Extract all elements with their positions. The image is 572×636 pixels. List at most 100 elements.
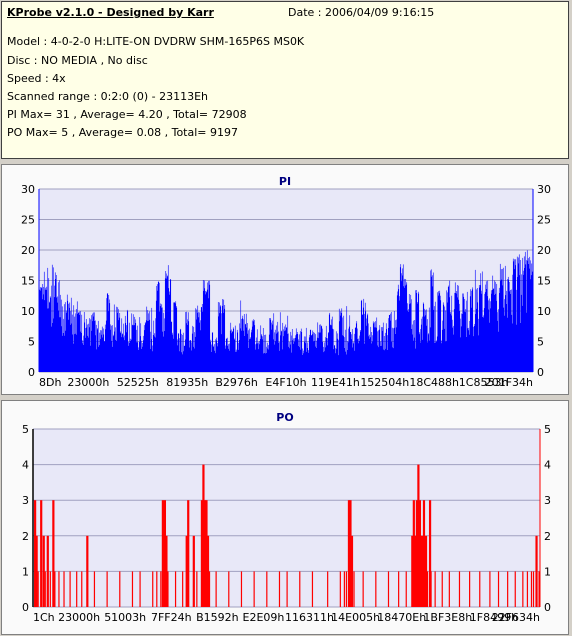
chart-1-ytick-right: 0 bbox=[544, 601, 551, 614]
chart-0-ytick-right: 25 bbox=[537, 214, 551, 227]
po-bar bbox=[422, 500, 426, 607]
po-bar bbox=[418, 500, 422, 607]
chart-0-xtick-label: 119E41h bbox=[311, 376, 360, 389]
po-bar bbox=[535, 535, 538, 607]
chart-0-xtick-label: 152504h bbox=[360, 376, 409, 389]
scan-date: Date : 2006/04/09 9:16:15 bbox=[288, 6, 435, 19]
chart-1-xtick-label: 1F8499h bbox=[470, 611, 518, 624]
po-bar bbox=[526, 571, 529, 607]
po-bar bbox=[202, 464, 205, 607]
chart-1-xtick-label: 7FF24h bbox=[151, 611, 192, 624]
po-bar bbox=[203, 500, 207, 607]
chart-1-ytick-left: 4 bbox=[22, 459, 29, 472]
info-pi-summary: PI Max= 31 , Average= 4.20 , Total= 7290… bbox=[7, 108, 247, 121]
po-bar bbox=[200, 500, 204, 607]
po-bar bbox=[163, 500, 167, 607]
po-bar bbox=[497, 571, 500, 607]
po-bar bbox=[430, 571, 432, 607]
chart-1-xtick-label: 116311h bbox=[285, 611, 334, 624]
chart-0-ytick-right: 0 bbox=[537, 366, 544, 379]
po-bar bbox=[434, 571, 436, 607]
po-bar bbox=[375, 571, 377, 607]
chart-0-ytick-left: 30 bbox=[21, 183, 35, 196]
chart-1-xtick-label: 1BF3E8h bbox=[423, 611, 472, 624]
chart-0-title: PI bbox=[279, 175, 291, 188]
po-bar bbox=[206, 535, 210, 607]
po-bar bbox=[522, 571, 524, 607]
po-bar bbox=[63, 571, 65, 607]
po-bar bbox=[76, 571, 78, 607]
po-bar bbox=[420, 535, 424, 607]
po-bar bbox=[240, 571, 243, 607]
po-bar bbox=[185, 535, 188, 607]
chart-0-ytick-left: 5 bbox=[28, 336, 35, 349]
po-bar bbox=[458, 571, 461, 607]
po-bar bbox=[299, 571, 301, 607]
info-scanned-range: Scanned range : 0:2:0 (0) - 23113Eh bbox=[7, 90, 209, 103]
po-bar bbox=[131, 571, 134, 607]
po-bar bbox=[343, 571, 345, 607]
chart-1-ytick-right: 3 bbox=[544, 494, 551, 507]
po-bar bbox=[40, 500, 43, 607]
chart-1-ytick-left: 0 bbox=[22, 601, 29, 614]
po-bar bbox=[152, 571, 154, 607]
po-bar bbox=[448, 571, 450, 607]
chart-0-xtick-label: 81935h bbox=[166, 376, 208, 389]
po-bar bbox=[81, 571, 83, 607]
po-bar bbox=[46, 535, 49, 607]
chart-0-ytick-right: 20 bbox=[537, 244, 551, 257]
po-bar bbox=[42, 535, 45, 607]
po-bar bbox=[192, 535, 195, 607]
po-bar bbox=[86, 535, 89, 607]
chart-1-xtick-label: B1592h bbox=[196, 611, 239, 624]
po-bar bbox=[139, 571, 141, 607]
po-bar bbox=[350, 535, 354, 607]
app-title: KProbe v2.1.0 - Designed by Karr bbox=[7, 6, 214, 19]
chart-1-xtick-label: 14E005h bbox=[331, 611, 380, 624]
chart-1-ytick-left: 5 bbox=[22, 423, 29, 436]
po-bar bbox=[414, 535, 417, 607]
po-bar bbox=[69, 571, 71, 607]
po-bar bbox=[286, 571, 288, 607]
po-bar bbox=[266, 571, 268, 607]
po-bar bbox=[489, 571, 491, 607]
po-bar bbox=[362, 571, 364, 607]
po-bar bbox=[253, 571, 255, 607]
po-bar bbox=[311, 571, 314, 607]
info-model: Model : 4-0-2-0 H:LITE-ON DVDRW SHM-165P… bbox=[7, 35, 305, 48]
chart-1-ytick-left: 1 bbox=[22, 565, 29, 578]
po-bar bbox=[530, 571, 533, 607]
po-bar bbox=[428, 500, 432, 607]
chart-0-xtick-label: 8Dh bbox=[39, 376, 61, 389]
po-bar bbox=[417, 464, 420, 607]
chart-0-ytick-right: 15 bbox=[537, 275, 551, 288]
po-bar bbox=[412, 500, 415, 607]
po-bar bbox=[205, 500, 208, 607]
po-bar bbox=[327, 571, 329, 607]
chart-0-ytick-right: 5 bbox=[537, 336, 544, 349]
po-bar bbox=[228, 571, 230, 607]
po-bar bbox=[49, 571, 51, 607]
po-bar bbox=[106, 571, 108, 607]
po-bar bbox=[278, 571, 281, 607]
po-bar bbox=[174, 571, 177, 607]
po-bar bbox=[160, 571, 162, 607]
po-bar bbox=[347, 500, 351, 607]
po-bar bbox=[398, 571, 400, 607]
po-bar bbox=[514, 571, 516, 607]
info-po-summary: PO Max= 5 , Average= 0.08 , Total= 9197 bbox=[7, 126, 238, 139]
po-chart-panel: PO 0 0 1 1 2 2 3 3 4 4 5 5 1Ch 23000h 51003h 7FF24h B1592… bbox=[1, 400, 569, 635]
po-bar bbox=[44, 571, 46, 607]
po-bar bbox=[165, 535, 168, 607]
chart-1-ytick-left: 2 bbox=[22, 530, 29, 543]
info-disc: Disc : NO MEDIA , No disc bbox=[7, 54, 148, 67]
po-bar bbox=[507, 571, 509, 607]
po-bar bbox=[479, 571, 481, 607]
chart-1-xtick-label: 1Ch bbox=[33, 611, 55, 624]
po-bar bbox=[119, 571, 121, 607]
chart-0-ytick-right: 30 bbox=[537, 183, 551, 196]
po-bar bbox=[469, 571, 471, 607]
chart-1-ytick-right: 4 bbox=[544, 459, 551, 472]
chart-1-ytick-left: 3 bbox=[22, 494, 29, 507]
po-chart: PO 0 0 1 1 2 2 3 3 4 4 5 5 1Ch 23000h 51003h 7FF24h B1592… bbox=[22, 411, 551, 624]
